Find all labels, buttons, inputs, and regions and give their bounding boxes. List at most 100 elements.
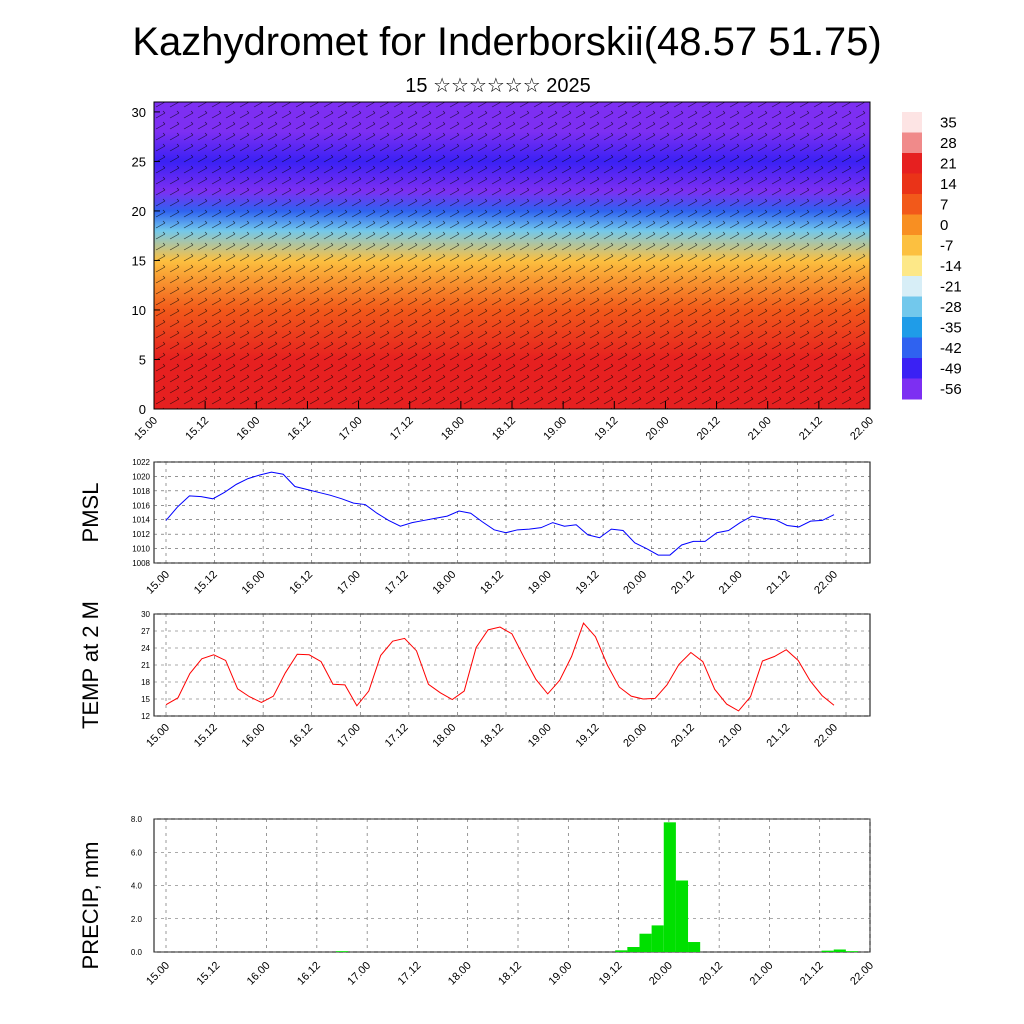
y-tick-label: 18 — [141, 678, 150, 687]
colorbar-label: -56 — [940, 381, 962, 398]
y-tick-label: 30 — [132, 105, 146, 120]
x-tick-label: 15.12 — [192, 722, 220, 750]
colorbar-label: 21 — [940, 155, 957, 172]
y-tick-label: 1008 — [132, 559, 150, 568]
y-tick-label: 5 — [139, 352, 146, 367]
x-tick-label: 15.12 — [192, 569, 220, 597]
y-tick-label: 27 — [141, 627, 150, 636]
x-tick-label: 17.00 — [335, 722, 363, 750]
chart-title: Kazhydromet for Inderborskii(48.57 51.75… — [132, 20, 881, 64]
x-tick-label: 19.12 — [592, 415, 620, 443]
x-tick-label: 17.00 — [335, 569, 363, 597]
x-tick-label: 19.00 — [546, 960, 574, 988]
temp-2m-panel: 12 15 18 21 24 27 30 TEMP at 2 M 15.00 15.12 16.00… — [78, 601, 871, 750]
x-tick-label: 15.12 — [194, 960, 222, 988]
x-tick-label: 18.12 — [478, 569, 506, 597]
colorbar-swatch — [902, 296, 922, 318]
colorbar-swatch — [902, 255, 922, 277]
y-tick-label: 1010 — [132, 545, 150, 554]
y-tick-label: 4.0 — [131, 882, 143, 891]
x-tick-label: 18.00 — [430, 569, 458, 597]
y-tick-label: 10 — [132, 303, 146, 318]
y-tick-label: 15 — [132, 253, 146, 268]
x-tick-label: 20.12 — [669, 569, 697, 597]
y-tick-label: 1012 — [132, 530, 150, 539]
x-tick-label: 21.12 — [798, 960, 826, 988]
x-tick-label: 15.00 — [132, 415, 160, 443]
colorbar-swatch — [902, 214, 922, 236]
x-tick-label: 20.12 — [695, 415, 723, 443]
x-tick-label: 21.00 — [746, 415, 774, 443]
x-tick-label: 19.00 — [526, 722, 554, 750]
colorbar-swatch — [902, 378, 922, 400]
x-tick-label: 22.00 — [812, 569, 840, 597]
precip-ylabel: PRECIP, mm — [78, 842, 103, 970]
x-tick-label: 19.12 — [597, 960, 625, 988]
colorbar-swatch — [902, 235, 922, 256]
colorbar-label: -21 — [940, 278, 962, 295]
y-tick-label: 8.0 — [131, 815, 143, 824]
x-tick-label: 20.00 — [647, 960, 675, 988]
y-tick-label: 1018 — [132, 487, 150, 496]
y-tick-label: 30 — [141, 610, 150, 619]
pmsl-panel: 1008 1010 1012 1014 1016 1018 1020 1022 PMSL 15.0… — [78, 458, 871, 597]
pmsl-frame — [153, 461, 871, 564]
colorbar-label: 0 — [940, 217, 948, 234]
x-tick-label: 20.00 — [621, 569, 649, 597]
precip-bar — [821, 950, 834, 952]
precip-panel: 15.00 15.12 16.00 16.12 17.00 17.12 18.00 18.12… — [78, 815, 876, 988]
x-tick-label: 18.12 — [478, 722, 506, 750]
colorbar-swatch — [902, 337, 922, 359]
colorbar-label: -7 — [940, 237, 953, 254]
x-tick-label: 17.12 — [383, 722, 411, 750]
y-tick-label: 15 — [141, 695, 150, 704]
x-tick-label: 19.12 — [574, 569, 602, 597]
x-tick-label: 16.00 — [245, 960, 273, 988]
x-tick-label: 22.00 — [812, 722, 840, 750]
precip-bar — [627, 947, 640, 952]
precip-bar — [639, 933, 652, 952]
temp-ylabel: TEMP at 2 M — [78, 601, 103, 729]
precip-bar — [335, 951, 349, 952]
x-tick-label: 17.12 — [396, 960, 424, 988]
y-tick-label: 21 — [141, 661, 150, 670]
pmsl-series-line — [165, 471, 835, 556]
colorbar-label: -42 — [940, 340, 962, 357]
x-tick-label: 20.12 — [669, 722, 697, 750]
precip-bar — [845, 951, 858, 952]
x-tick-label: 16.12 — [295, 960, 323, 988]
x-tick-label: 18.00 — [446, 960, 474, 988]
colorbar-swatch — [902, 153, 922, 174]
colorbar-label: -14 — [940, 258, 962, 275]
colorbar-label: 35 — [940, 114, 957, 131]
temperature-colorbar: 35 28 21 14 7 0 -7 -14 -21 -28 -35 -42 -49 -56 — [902, 112, 962, 400]
chart-subtitle: 15 ☆☆☆☆☆☆ 2025 — [405, 75, 590, 97]
temp-series-line — [165, 622, 835, 712]
x-tick-label: 18.12 — [490, 415, 518, 443]
x-tick-label: 20.00 — [621, 722, 649, 750]
y-tick-label: 12 — [141, 712, 150, 721]
y-tick-label: 1014 — [132, 516, 150, 525]
colorbar-label: 28 — [940, 135, 957, 152]
x-tick-label: 17.00 — [345, 960, 373, 988]
colorbar-label: 14 — [940, 176, 957, 193]
precip-bar — [651, 925, 664, 952]
y-tick-label: 1020 — [132, 472, 150, 481]
colorbar-swatch — [902, 132, 922, 154]
y-tick-label: 24 — [141, 644, 150, 653]
x-tick-label: 19.12 — [574, 722, 602, 750]
x-tick-label: 21.00 — [748, 960, 776, 988]
precip-bar — [675, 880, 689, 952]
colorbar-label: -49 — [940, 360, 962, 377]
x-tick-label: 21.12 — [764, 569, 792, 597]
x-tick-label: 20.00 — [644, 415, 672, 443]
x-tick-label: 21.12 — [797, 415, 825, 443]
precip-bar — [833, 949, 846, 952]
precip-bar — [615, 950, 628, 952]
colorbar-swatch — [902, 276, 922, 297]
x-tick-label: 16.00 — [240, 722, 268, 750]
x-tick-label: 19.00 — [541, 415, 569, 443]
x-tick-label: 22.00 — [848, 415, 876, 443]
x-tick-label: 17.00 — [337, 415, 365, 443]
y-tick-label: 25 — [132, 154, 146, 169]
